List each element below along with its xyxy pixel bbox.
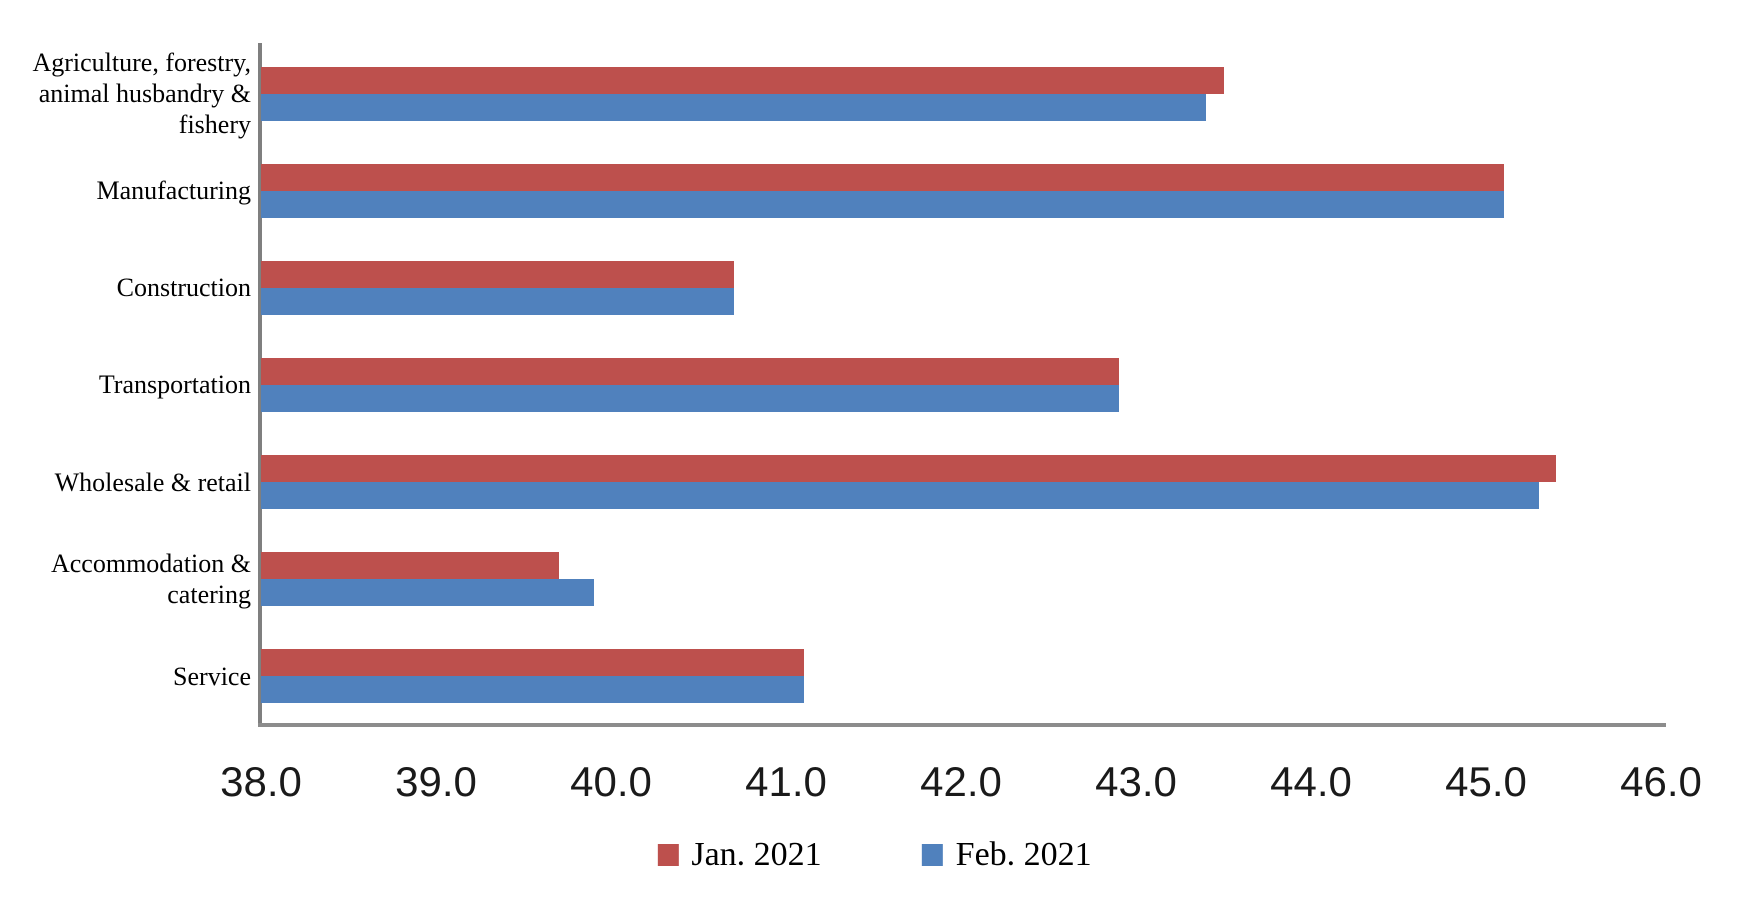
bar-feb-2021-manufacturing [261,190,1504,218]
x-axis-tick-40-0: 40.0 [570,758,652,805]
x-axis-line [258,723,1666,727]
bar-feb-2021-construction [261,287,734,315]
x-axis-tick-44-0: 44.0 [1270,758,1352,805]
x-axis-tick-42-0: 42.0 [920,758,1002,805]
legend-swatch-icon-feb-2021 [921,844,943,866]
category-label-accommodation: Accommodation & catering [50,549,251,610]
bar-jan-2021-manufacturing [261,163,1504,191]
category-label-construction: Construction [116,273,251,303]
category-label-wholesale-retail: Wholesale & retail [54,467,251,497]
category-label-service: Service [173,661,251,691]
bar-jan-2021-service [261,649,804,677]
x-axis-tick-45-0: 45.0 [1445,758,1527,805]
category-label-transportation: Transportation [98,370,251,400]
x-axis-tick-39-0: 39.0 [395,758,477,805]
bar-jan-2021-accommodation [261,552,559,580]
legend: Jan. 2021 Feb. 2021 [657,836,1092,874]
x-axis-tick-43-0: 43.0 [1095,758,1177,805]
legend-label-jan-2021: Jan. 2021 [691,836,822,873]
x-axis-tick-46-0: 46.0 [1620,758,1702,805]
bar-jan-2021-transportation [261,358,1119,385]
bar-feb-2021-wholesale-retail [261,482,1539,510]
category-label-agriculture-forestry: Agriculture, forestry, animal husbandry … [32,47,251,140]
legend-item-feb-2021: Feb. 2021 [921,836,1092,874]
bar-jan-2021-agriculture-forestry [261,66,1224,94]
bar-jan-2021-wholesale-retail [261,455,1556,483]
legend-label-feb-2021: Feb. 2021 [955,836,1092,873]
bar-feb-2021-accommodation [261,579,594,607]
bar-feb-2021-agriculture-forestry [261,93,1206,121]
legend-swatch-icon-jan-2021 [657,844,679,866]
y-axis-line [258,43,262,727]
bar-feb-2021-transportation [261,385,1119,412]
bar-feb-2021-service [261,676,804,704]
x-axis-tick-38-0: 38.0 [220,758,302,805]
x-axis-tick-41-0: 41.0 [745,758,827,805]
legend-item-jan-2021: Jan. 2021 [657,836,822,874]
bar-jan-2021-construction [261,260,734,288]
category-label-manufacturing: Manufacturing [96,176,251,206]
